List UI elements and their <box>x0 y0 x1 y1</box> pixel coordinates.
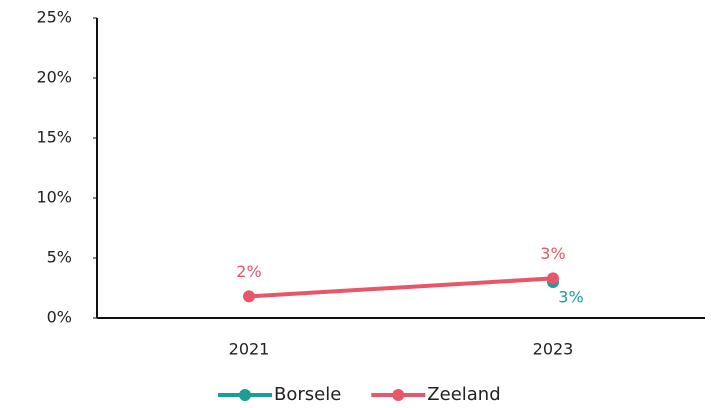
legend-marker <box>392 389 405 401</box>
data-point <box>243 290 255 303</box>
y-tick-label: 10% <box>36 188 72 207</box>
x-tick-label: 2021 <box>229 340 270 359</box>
y-tick-label: 5% <box>47 248 72 267</box>
data-label: 3% <box>540 244 565 263</box>
y-tick-label: 15% <box>36 128 72 147</box>
data-label: 2% <box>236 262 261 281</box>
data-point <box>547 272 559 285</box>
legend-marker <box>239 389 251 401</box>
data-label: 3% <box>558 288 583 307</box>
y-tick-label: 0% <box>47 308 72 327</box>
x-tick-label: 2023 <box>533 340 574 359</box>
y-tick-label: 25% <box>36 8 72 27</box>
legend-label: Borsele <box>274 384 341 405</box>
series-line <box>248 276 554 299</box>
y-tick-label: 20% <box>36 68 72 87</box>
legend-label: Zeeland <box>427 384 500 405</box>
